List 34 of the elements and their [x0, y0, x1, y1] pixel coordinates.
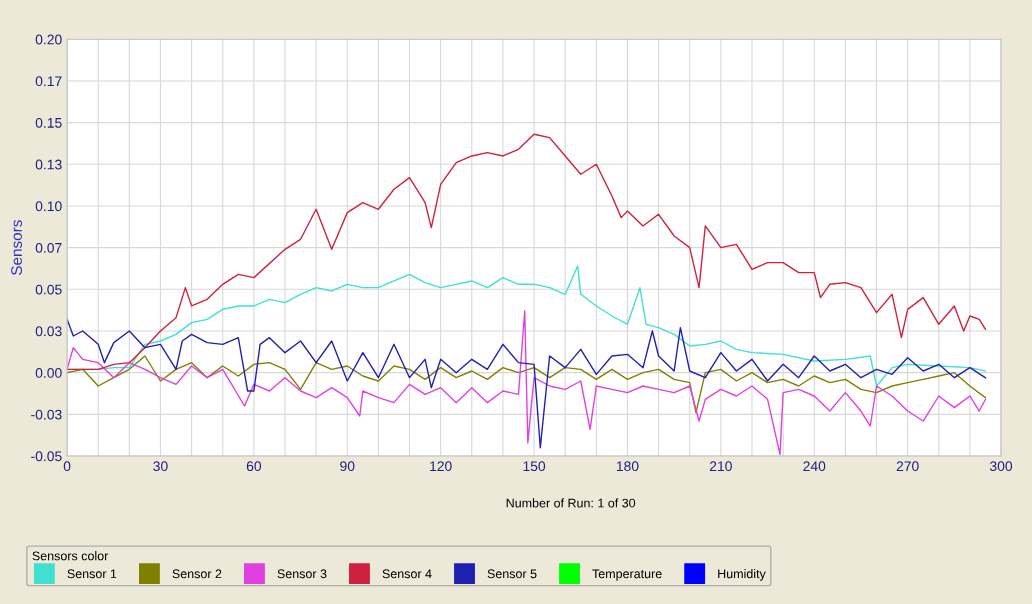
x-tick-label: 30 [153, 461, 168, 472]
legend-label: Sensor 3 [277, 569, 327, 579]
y-tick-label: -0.03 [31, 409, 62, 420]
legend-label: Sensor 2 [172, 569, 222, 579]
x-tick-label: 210 [709, 461, 732, 472]
line-series [67, 133, 987, 371]
legend-label: Temperature [592, 569, 662, 581]
x-tick-label: 180 [616, 461, 639, 472]
y-axis-title: Sensors [11, 220, 22, 275]
y-tick-label: 0.03 [35, 326, 62, 337]
y-tick-label: 0.15 [35, 117, 62, 128]
text: Number of Run: 1 of 30 [506, 498, 636, 508]
y-tick-label: 0.10 [35, 201, 62, 212]
legend-label: Sensor 4 [382, 569, 432, 579]
y-tick-label: 0.00 [35, 368, 62, 378]
legend-label: Sensor 5 [487, 569, 537, 579]
y-tick-label: 0.17 [35, 76, 62, 87]
y-tick-label: 0.13 [35, 159, 62, 170]
x-tick-label: 60 [246, 461, 262, 472]
y-tick-label: 0.05 [35, 284, 62, 295]
line-series [67, 355, 987, 414]
x-tick-label: 240 [803, 461, 826, 472]
x-tick-label: 0 [63, 461, 71, 472]
y-tick-label: -0.05 [31, 451, 62, 462]
x-tick-label: 120 [430, 461, 452, 472]
x-tick-label: 150 [523, 461, 546, 472]
legend-title: Sensors color [32, 551, 109, 561]
x-tick-label: 300 [989, 461, 1013, 472]
x-tick-label: 90 [340, 461, 355, 472]
legend-label: Sensor 1 [67, 569, 117, 579]
x-tick-label: 270 [896, 461, 919, 472]
y-tick-label: 0.07 [35, 242, 62, 253]
y-tick-label: 0.20 [35, 34, 62, 45]
legend-label: Humidity [718, 569, 766, 581]
